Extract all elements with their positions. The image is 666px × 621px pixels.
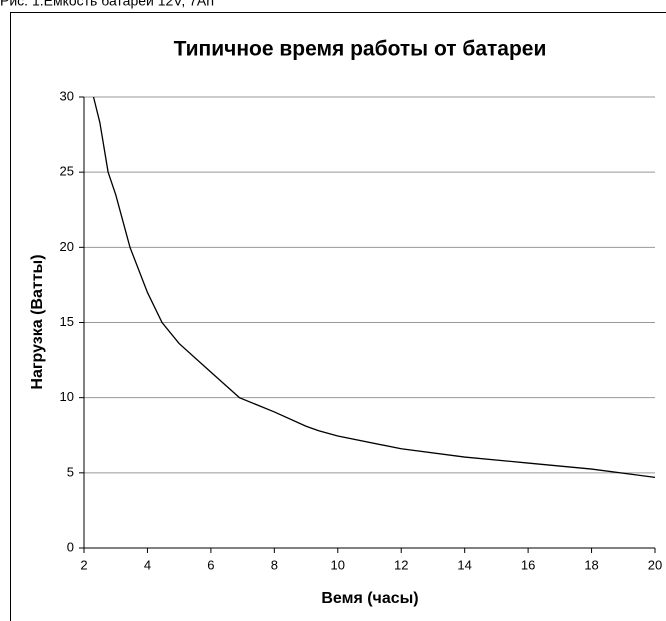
x-tick-label: 6: [207, 557, 214, 572]
x-tick-label: 10: [331, 557, 345, 572]
x-tick-label: 20: [648, 557, 662, 572]
y-tick-label: 10: [60, 389, 74, 404]
x-tick-label: 2: [80, 557, 87, 572]
x-axis-label: Вемя (часы): [321, 590, 418, 607]
y-tick-label: 20: [60, 239, 74, 254]
line-series: [92, 96, 656, 478]
caption: Рис. 1.Емкость батареи 12V, 7Ah: [0, 0, 214, 9]
x-tick-label: 16: [521, 557, 535, 572]
y-tick-label: 15: [60, 314, 74, 329]
x-tick-label: 18: [584, 557, 598, 572]
y-tick-label: 30: [60, 88, 74, 103]
y-tick-label: 0: [67, 539, 74, 554]
y-axis-label: Нагрузка (Ватты): [29, 254, 46, 389]
chart-title: Типичное время работы от батареи: [174, 38, 547, 61]
x-tick-label: 8: [271, 557, 278, 572]
y-tick-label: 25: [60, 164, 74, 179]
x-tick-label: 12: [394, 557, 408, 572]
chart-frame: [10, 12, 666, 621]
y-tick-label: 5: [67, 464, 74, 479]
x-tick-label: 14: [457, 557, 471, 572]
x-tick-label: 4: [144, 557, 151, 572]
